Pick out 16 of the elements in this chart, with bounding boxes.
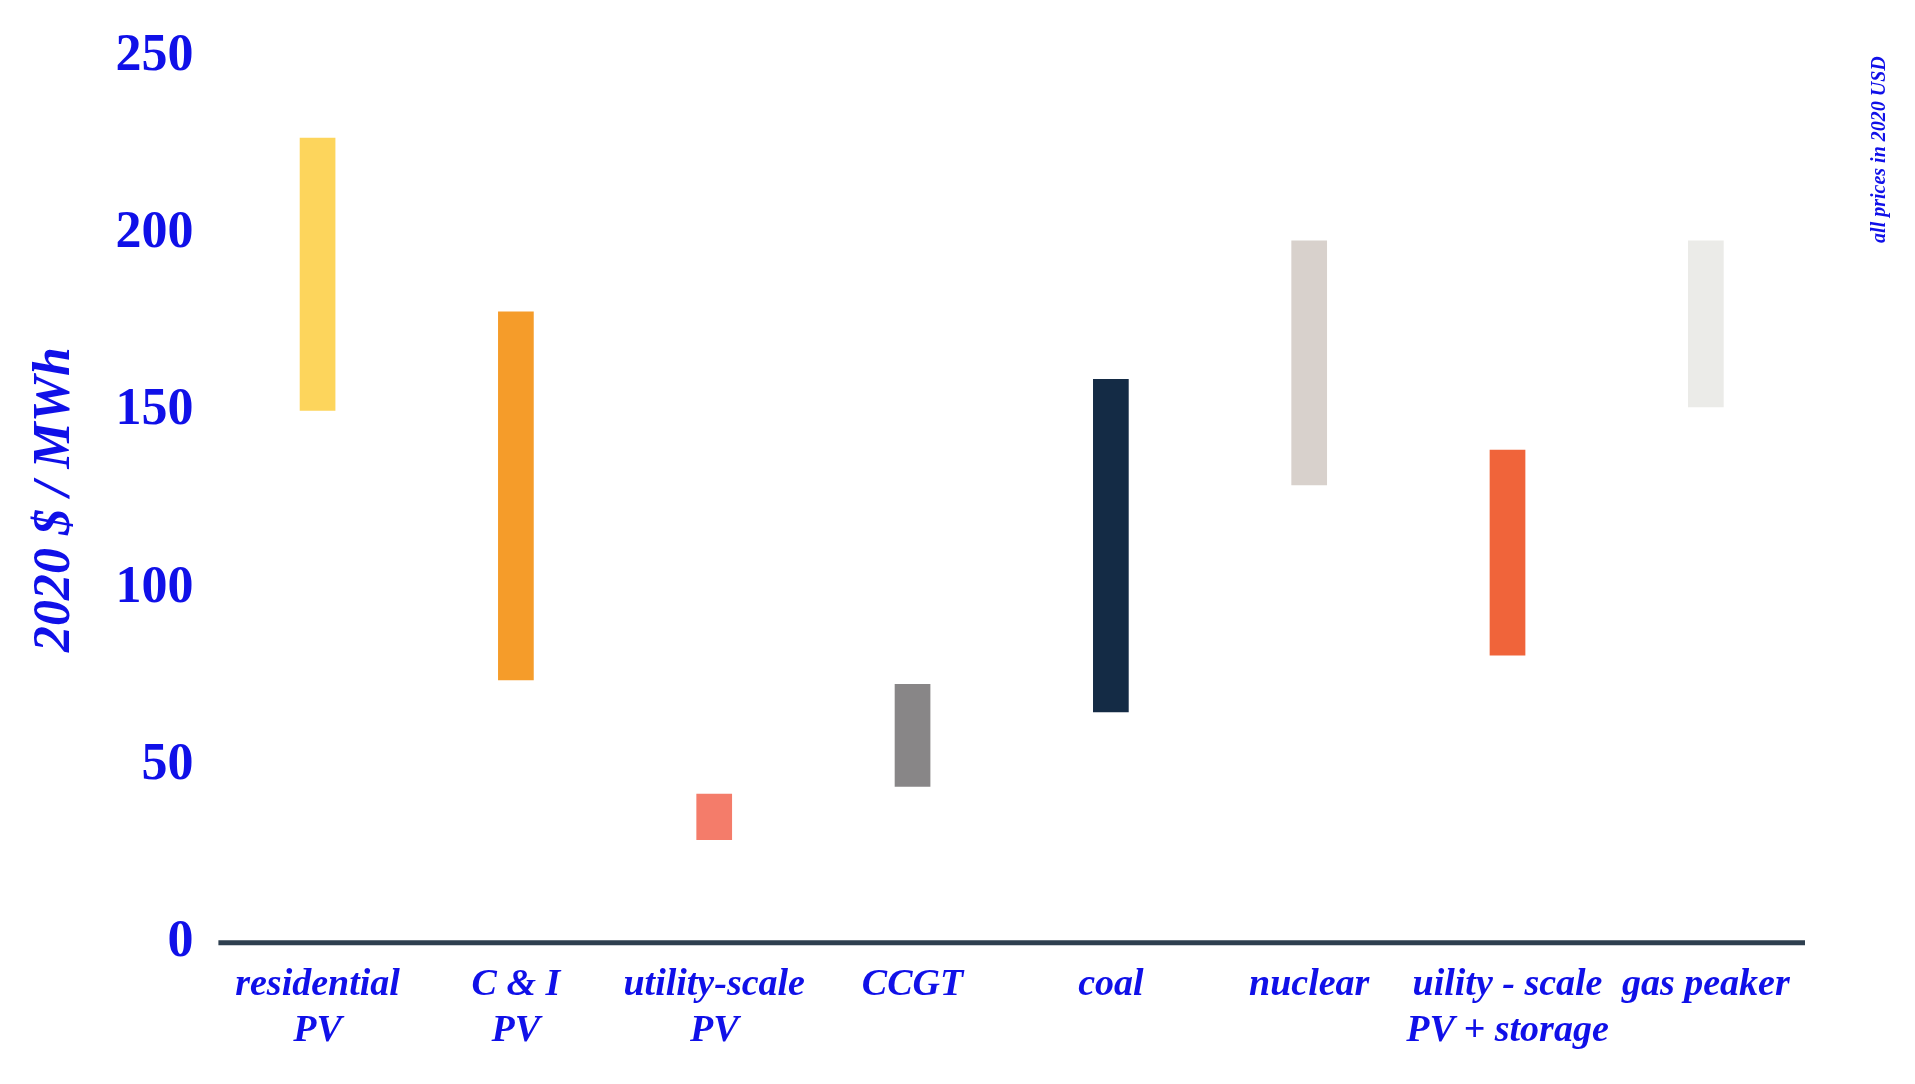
- y-tick-label: 100: [115, 555, 194, 613]
- x-tick-label: uility - scale PV + storage: [1405, 961, 1609, 1050]
- y-tick-label: 0: [167, 910, 194, 968]
- x-tick-label: gas peaker: [1620, 961, 1791, 1004]
- x-tick-label: coal: [1078, 961, 1145, 1004]
- y-tick-label: 200: [115, 200, 194, 258]
- text: all prices in 2020 USD: [1867, 56, 1891, 243]
- y-axis-title: 2020 $ / MWh: [22, 347, 80, 653]
- x-tick-label: CCGT: [861, 961, 965, 1004]
- x-tick-label: residential PV: [235, 961, 401, 1050]
- x-tick-label: utility-scale PV: [623, 961, 806, 1050]
- y-tick-label: 150: [115, 378, 194, 436]
- x-tick-label: C & I PV: [471, 961, 562, 1050]
- x-tick-label: nuclear: [1249, 961, 1371, 1004]
- y-tick-label: 250: [115, 23, 194, 81]
- y-tick-label: 50: [141, 732, 194, 790]
